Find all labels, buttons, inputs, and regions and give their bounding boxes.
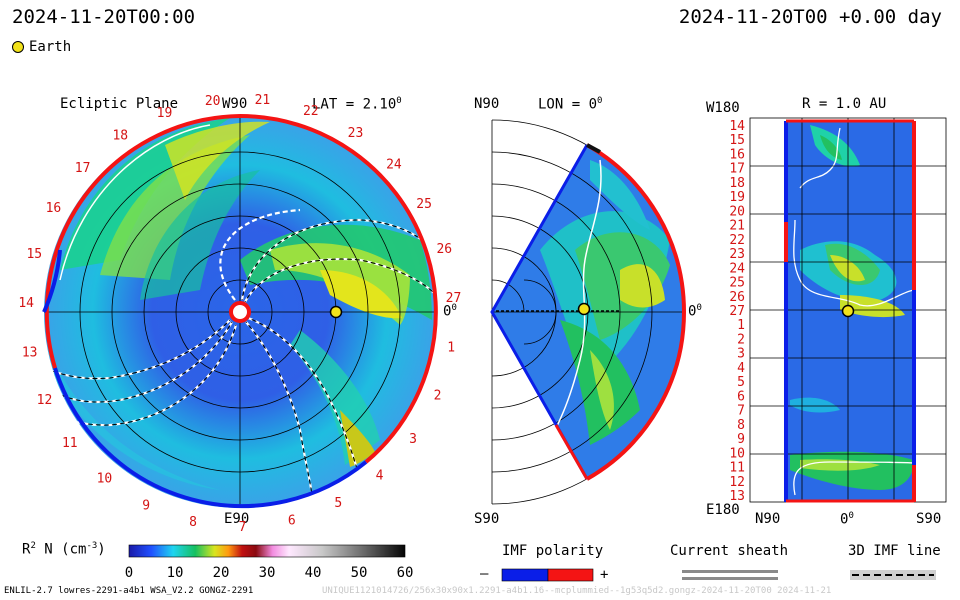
latlon-row-label: 11 bbox=[729, 461, 745, 476]
ring-number: 7 bbox=[239, 520, 247, 535]
latlon-row-label: 22 bbox=[729, 233, 745, 248]
meridional-top-left: N90 bbox=[474, 96, 500, 112]
colorbar-tick: 60 bbox=[397, 565, 414, 581]
ecliptic-bottom-label: E90 bbox=[224, 511, 250, 527]
ring-number: 2 bbox=[434, 389, 442, 404]
ring-number: 1 bbox=[447, 341, 455, 356]
ring-number: 12 bbox=[37, 393, 53, 408]
ring-number: 17 bbox=[75, 161, 91, 176]
colorbar-tick: 40 bbox=[305, 565, 322, 581]
ring-number: 16 bbox=[46, 201, 62, 216]
latlon-row-label: 27 bbox=[729, 304, 745, 319]
ring-number: 25 bbox=[416, 197, 432, 212]
imf-polarity-title: IMF polarity bbox=[502, 543, 604, 559]
ring-number: 11 bbox=[62, 436, 78, 451]
ring-number: 27 bbox=[446, 291, 462, 306]
colorbar-tick: 50 bbox=[351, 565, 368, 581]
colorbar-tick: 20 bbox=[213, 565, 230, 581]
latlon-corner-bl: E180 bbox=[706, 502, 740, 518]
ring-number: 20 bbox=[205, 94, 221, 109]
ring-number: 3 bbox=[409, 432, 417, 447]
latlon-row-label: 9 bbox=[737, 432, 745, 447]
ring-number: 13 bbox=[22, 346, 38, 361]
ring-number: 14 bbox=[18, 296, 34, 311]
latlon-corner-tl: W180 bbox=[706, 100, 740, 116]
latlon-row-label: 7 bbox=[737, 404, 745, 419]
latlon-row-label: 20 bbox=[729, 204, 745, 219]
ring-number: 10 bbox=[97, 472, 113, 487]
ring-number: 22 bbox=[303, 104, 319, 119]
latlon-row-label: 19 bbox=[729, 190, 745, 205]
latlon-x-mid: 00 bbox=[840, 511, 854, 528]
ring-number: 21 bbox=[255, 93, 271, 108]
latlon-row-label: 18 bbox=[729, 176, 745, 191]
meridional-bottom-left: S90 bbox=[474, 511, 500, 527]
colorbar-tick: 30 bbox=[259, 565, 276, 581]
imf-line-legend bbox=[850, 570, 936, 580]
current-sheath-legend bbox=[682, 570, 778, 580]
earth-marker-icon bbox=[12, 41, 24, 53]
ring-number: 26 bbox=[436, 242, 452, 257]
meridional-lon-label: LON = 00 bbox=[538, 96, 603, 113]
latlon-plot: 1415161718192021222324252627123456789101… bbox=[729, 117, 947, 504]
latlon-row-label: 16 bbox=[729, 148, 745, 163]
imf-minus-label: – bbox=[480, 566, 489, 582]
latlon-row-label: 1 bbox=[737, 318, 745, 333]
colorbar-label: R2 N (cm-3) bbox=[22, 541, 106, 558]
latlon-row-label: 2 bbox=[737, 333, 745, 348]
ecliptic-title: Ecliptic Plane bbox=[60, 96, 179, 112]
ecliptic-top-label: W90 bbox=[222, 96, 248, 112]
ring-number: 8 bbox=[189, 515, 197, 530]
ring-number: 9 bbox=[142, 498, 150, 513]
time-offset: 2024-11-20T00 +0.00 day bbox=[678, 6, 942, 28]
time-stamp: 2024-11-20T00:00 bbox=[12, 6, 196, 28]
ring-number: 5 bbox=[334, 496, 342, 511]
latlon-row-label: 5 bbox=[737, 375, 745, 390]
imf-plus-label: + bbox=[600, 567, 609, 583]
earth-legend: Earth bbox=[12, 39, 71, 55]
latlon-row-label: 24 bbox=[729, 261, 745, 276]
meridional-right-label: 00 bbox=[688, 303, 702, 320]
ring-number: 19 bbox=[157, 106, 173, 121]
latlon-row-label: 21 bbox=[729, 219, 745, 234]
latlon-row-label: 26 bbox=[729, 290, 745, 305]
latlon-row-label: 13 bbox=[729, 489, 745, 504]
latlon-row-label: 8 bbox=[737, 418, 745, 433]
latlon-row-label: 23 bbox=[729, 247, 745, 262]
earth-marker bbox=[329, 305, 343, 319]
meridional-plane-plot bbox=[490, 119, 687, 505]
latlon-row-label: 15 bbox=[729, 133, 745, 148]
latlon-row-label: 25 bbox=[729, 276, 745, 291]
latlon-row-label: 3 bbox=[737, 347, 745, 362]
latlon-row-label: 14 bbox=[729, 119, 745, 134]
imf-line-title: 3D IMF line bbox=[848, 543, 941, 559]
ring-number: 6 bbox=[288, 514, 296, 529]
ring-number: 18 bbox=[112, 129, 128, 144]
latlon-row-label: 10 bbox=[729, 446, 745, 461]
ring-number: 23 bbox=[348, 126, 364, 141]
latlon-row-label: 6 bbox=[737, 389, 745, 404]
density-colorbar: 0 10 20 30 40 50 60 bbox=[125, 544, 414, 581]
latlon-x-right: S90 bbox=[916, 511, 942, 527]
ecliptic-right-label: 00 bbox=[443, 303, 457, 320]
imf-polarity-legend bbox=[501, 568, 594, 582]
colorbar-tick: 10 bbox=[167, 565, 184, 581]
ring-number: 15 bbox=[26, 247, 42, 262]
latlon-row-label: 4 bbox=[737, 361, 745, 376]
run-id: UNIQUE1121014726/256x30x90x1.2291-a4b1.1… bbox=[322, 586, 832, 596]
latlon-row-label: 17 bbox=[729, 162, 745, 177]
ecliptic-lat-label: LAT = 2.100 bbox=[312, 96, 402, 113]
latlon-title: R = 1.0 AU bbox=[802, 96, 887, 112]
current-sheath-title: Current sheath bbox=[670, 543, 789, 559]
run-info: ENLIL-2.7 lowres-2291-a4b1 WSA_V2.2 GONG… bbox=[4, 586, 254, 596]
earth-legend-label: Earth bbox=[29, 39, 72, 55]
ring-number: 4 bbox=[376, 468, 384, 483]
latlon-row-label: 12 bbox=[729, 475, 745, 490]
latlon-x-left: N90 bbox=[755, 511, 781, 527]
ring-number: 24 bbox=[386, 157, 402, 172]
colorbar-tick: 0 bbox=[125, 565, 133, 581]
